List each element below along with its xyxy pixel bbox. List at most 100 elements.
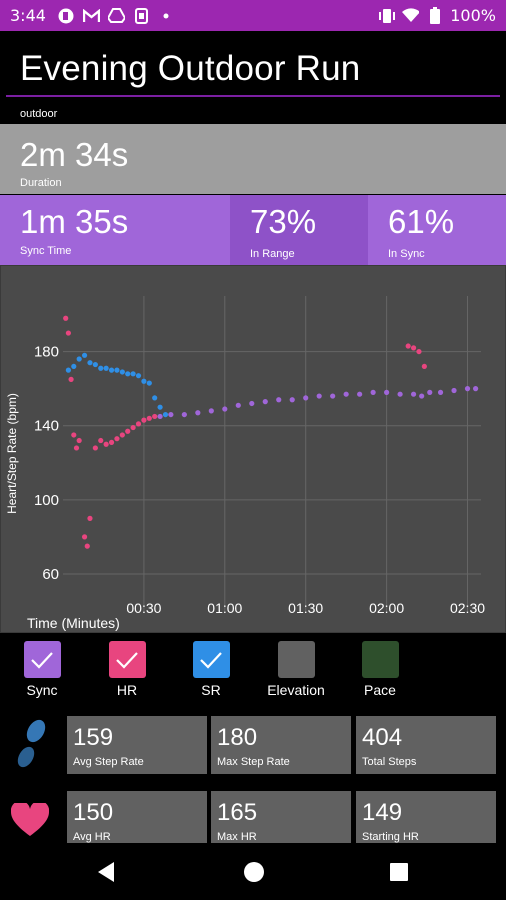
data-point — [141, 417, 147, 423]
data-point — [451, 387, 457, 394]
starting-hr-card: 149 Starting HR — [356, 791, 496, 849]
data-point — [181, 411, 187, 418]
data-point — [464, 386, 471, 392]
x-axis-label: Time (Minutes) — [27, 615, 120, 631]
total-steps-label: Total Steps — [362, 756, 417, 768]
in-sync-cell: 61% In Sync — [368, 195, 506, 265]
pace-checkbox[interactable] — [361, 641, 399, 678]
max-step-rate-label: Max Step Rate — [217, 756, 290, 768]
data-point — [76, 356, 82, 362]
data-point — [410, 345, 417, 351]
data-point — [195, 410, 201, 416]
sync-checkbox[interactable] — [23, 641, 61, 678]
data-point — [157, 404, 163, 410]
data-point — [276, 397, 282, 403]
legend-elevation[interactable]: Elevation — [262, 641, 330, 698]
activity-type: outdoor — [0, 104, 506, 124]
total-steps-card: 404 Total Steps — [356, 716, 496, 774]
legend-pace[interactable]: Pace — [350, 641, 410, 698]
duration-label: Duration — [20, 177, 62, 189]
data-point — [108, 367, 115, 373]
heart-icon — [10, 800, 50, 842]
y-tick-label: 180 — [34, 344, 59, 361]
legend-sr-label: SR — [201, 682, 221, 698]
data-point — [419, 393, 425, 399]
data-point — [119, 432, 125, 438]
clock: 3:44 — [10, 6, 46, 25]
status-bar: 3:44 100% — [0, 0, 506, 31]
data-point — [114, 436, 120, 442]
sr-checkbox[interactable] — [192, 641, 230, 678]
data-point — [65, 330, 71, 336]
data-point — [98, 365, 104, 371]
data-point — [416, 348, 422, 355]
data-point — [92, 445, 98, 451]
check-icon — [116, 651, 138, 669]
data-point — [162, 411, 169, 418]
data-point — [410, 391, 417, 397]
in-range-label: In Range — [250, 248, 295, 260]
app-bar: Evening Outdoor Run — [0, 31, 506, 99]
data-point — [125, 428, 131, 434]
notification-icons — [58, 7, 175, 24]
data-point — [81, 534, 88, 540]
x-tick-label: 02:00 — [369, 600, 404, 616]
chart-svg: 00:30 01:00 01:30 02:00 02:30 60 100 140 180 Hear… — [5, 296, 485, 631]
total-steps-value: 404 — [362, 724, 403, 751]
x-tick-label: 01:00 — [207, 600, 242, 616]
back-icon[interactable] — [96, 861, 116, 888]
data-point — [235, 402, 241, 408]
max-hr-card: 165 Max HR — [211, 791, 351, 849]
footprints-icon — [10, 717, 50, 778]
data-point — [384, 389, 390, 395]
data-point — [98, 437, 104, 444]
data-point — [249, 400, 255, 407]
data-point — [92, 361, 98, 368]
drive-icon — [107, 7, 125, 24]
elevation-checkbox[interactable] — [277, 641, 315, 678]
in-range-value: 73% — [250, 203, 317, 240]
in-sync-label: In Sync — [388, 248, 425, 260]
gmail-icon — [82, 7, 100, 24]
data-point — [152, 395, 158, 401]
data-point — [125, 371, 131, 377]
max-step-rate-card: 180 Max Step Rate — [211, 716, 351, 774]
y-tick-label: 100 — [34, 492, 59, 509]
avg-step-rate-card: 159 Avg Step Rate — [67, 716, 207, 774]
avg-hr-card: 150 Avg HR — [67, 791, 207, 849]
data-point — [157, 413, 163, 420]
data-point — [81, 352, 88, 358]
data-point — [71, 363, 77, 370]
data-point — [141, 378, 147, 384]
starting-hr-label: Starting HR — [362, 831, 419, 843]
vibrate-icon — [378, 7, 396, 24]
legend-sync[interactable]: Sync — [12, 641, 72, 698]
data-point — [330, 393, 336, 399]
legend-hr[interactable]: HR — [97, 641, 157, 698]
data-point — [65, 367, 71, 373]
home-icon[interactable] — [242, 860, 266, 889]
system-icons: 100% — [378, 6, 496, 25]
data-point — [76, 437, 82, 444]
data-point — [108, 439, 115, 445]
legend-elevation-label: Elevation — [267, 682, 325, 698]
data-point — [168, 411, 174, 418]
heart-step-chart[interactable]: 00:30 01:00 01:30 02:00 02:30 60 100 140 180 Hear… — [0, 265, 506, 633]
flipboard-icon — [58, 7, 75, 24]
recents-icon[interactable] — [389, 862, 409, 887]
sync-time-cell: 1m 35s Sync Time — [0, 195, 230, 265]
y-axis-label: Heart/Step Rate (bpm) — [5, 393, 19, 514]
data-point — [119, 369, 125, 375]
hr-checkbox[interactable] — [108, 641, 146, 678]
battery-percentage: 100% — [450, 6, 496, 25]
max-hr-label: Max HR — [217, 831, 257, 843]
data-point — [146, 415, 152, 421]
legend-sync-label: Sync — [26, 682, 58, 698]
data-point — [73, 445, 80, 451]
data-point — [103, 441, 109, 447]
data-point — [437, 389, 444, 395]
duration-panel: 2m 34s Duration — [0, 124, 506, 194]
sync-panel: 1m 35s Sync Time 73% In Range 61% In Syn… — [0, 195, 506, 265]
data-point — [370, 389, 376, 395]
legend-sr[interactable]: SR — [181, 641, 241, 698]
